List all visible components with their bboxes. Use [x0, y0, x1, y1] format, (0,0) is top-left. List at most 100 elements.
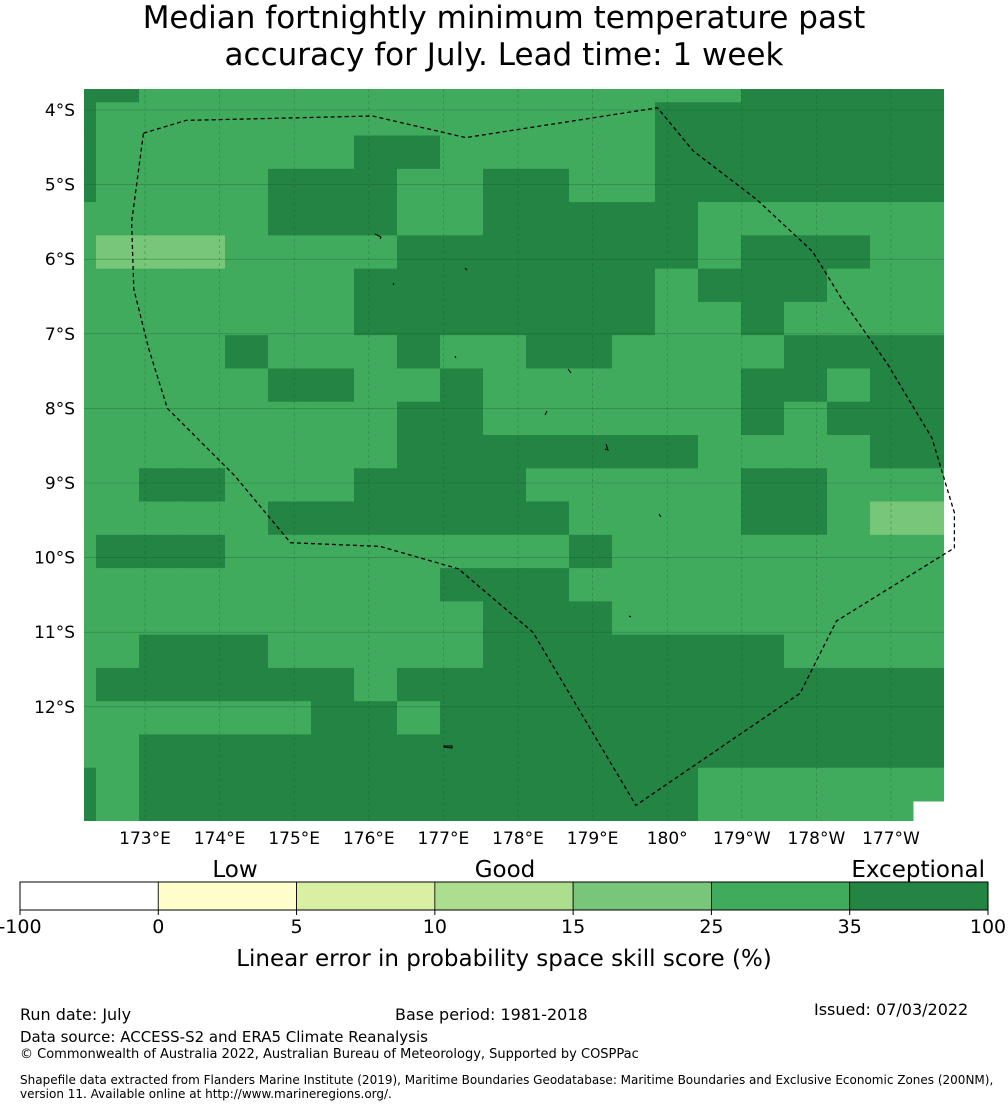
grid-cell: [784, 734, 828, 769]
longitude-label: 175°E: [268, 829, 320, 849]
grid-cell: [225, 368, 269, 403]
grid-cell: [655, 401, 699, 436]
colorbar-tick-label: 0: [152, 916, 164, 938]
grid-cell: [268, 468, 312, 503]
grid-cell: [913, 135, 944, 170]
grid-cell: [268, 568, 312, 602]
longitude-label: 177°W: [862, 829, 920, 849]
grid-cell: [698, 301, 742, 336]
grid-cell: [483, 301, 527, 336]
grid-cell: [268, 268, 312, 303]
grid-cell: [225, 534, 269, 569]
grid-cell: [526, 568, 570, 602]
grid-cell: [741, 501, 785, 536]
grid-cell: [84, 634, 97, 669]
grid-cell: [913, 468, 944, 503]
grid-cell: [483, 534, 527, 569]
grid-cell: [612, 601, 656, 636]
grid-cell: [483, 767, 527, 802]
grid-cell: [139, 634, 183, 669]
grid-cell: [870, 168, 914, 203]
grid-cell: [526, 534, 570, 569]
grid-cell: [311, 435, 355, 469]
grid-cell: [698, 601, 742, 636]
colorbar-frame: [19, 881, 989, 911]
grid-cell: [397, 568, 441, 602]
grid-cell: [96, 401, 140, 436]
longitude-label: 177°E: [418, 829, 470, 849]
grid-cell: [655, 335, 699, 369]
grid-cell: [182, 601, 226, 636]
grid-cell: [182, 168, 226, 203]
grid-cell: [440, 601, 484, 636]
island: [658, 513, 662, 518]
grid-cell: [827, 235, 871, 270]
grid-cell: [139, 568, 183, 602]
grid-cell: [698, 401, 742, 436]
grid-cell: [569, 701, 613, 735]
grid-cell: [182, 767, 226, 802]
grid-cell: [612, 801, 656, 821]
grid-cell: [827, 534, 871, 569]
colorbar-swatch: [849, 881, 989, 911]
grid-cell: [311, 767, 355, 802]
grid-cell: [225, 601, 269, 636]
copyright: © Commonwealth of Australia 2022, Austra…: [20, 1047, 639, 1062]
grid-cell: [784, 89, 828, 103]
grid-cell: [784, 168, 828, 203]
grid-cell: [870, 301, 914, 336]
grid-cell: [225, 667, 269, 702]
grid-cell: [84, 667, 97, 702]
grid-cell: [870, 734, 914, 769]
grid-cell: [268, 335, 312, 369]
grid-cell: [612, 235, 656, 270]
grid-cell: [870, 767, 914, 802]
grid-cell: [870, 801, 914, 821]
grid-cell: [96, 435, 140, 469]
grid-cell: [741, 335, 785, 369]
grid-cell: [139, 401, 183, 436]
grid-cell: [354, 501, 398, 536]
grid-cell: [741, 235, 785, 270]
grid-cell: [84, 401, 97, 436]
grid-cell: [225, 335, 269, 369]
grid-cell: [397, 368, 441, 403]
grid-cell: [96, 468, 140, 503]
grid-cell: [569, 634, 613, 669]
grid-cell: [569, 501, 613, 536]
grid-cell: [784, 468, 828, 503]
grid-cell: [96, 767, 140, 802]
island: [544, 410, 548, 416]
grid-cell: [139, 335, 183, 369]
grid-cell: [84, 468, 97, 503]
grid-cell: [268, 601, 312, 636]
grid-cell: [741, 368, 785, 403]
eez-boundary: [130, 107, 956, 807]
grid-cell: [483, 335, 527, 369]
grid-cell: [84, 568, 97, 602]
grid-cell: [784, 701, 828, 735]
grid-cell: [354, 235, 398, 270]
grid-cell: [526, 767, 570, 802]
grid-cell: [268, 435, 312, 469]
grid-cell: [397, 701, 441, 735]
grid-cell: [827, 102, 871, 137]
grid-cell: [139, 135, 183, 170]
grid-cell: [397, 468, 441, 503]
grid-cell: [84, 701, 97, 735]
grid-cell: [526, 102, 570, 137]
grid-cell: [612, 667, 656, 702]
grid-cell: [784, 335, 828, 369]
latitude-labels: 4°S 5°S 6°S 7°S 8°S 9°S 10°S 11°S 12°S: [34, 101, 75, 718]
grid-cell: [225, 701, 269, 735]
colorbar-tick-label: 35: [838, 916, 862, 938]
grid-cell: [827, 202, 871, 236]
grid-cell: [440, 368, 484, 403]
grid-cell: [268, 734, 312, 769]
grid-cell: [139, 235, 183, 270]
grid-cell: [139, 468, 183, 503]
grid-cell: [526, 168, 570, 203]
grid-cell: [827, 135, 871, 170]
grid-cell: [870, 89, 914, 103]
grid-cell: [655, 435, 699, 469]
